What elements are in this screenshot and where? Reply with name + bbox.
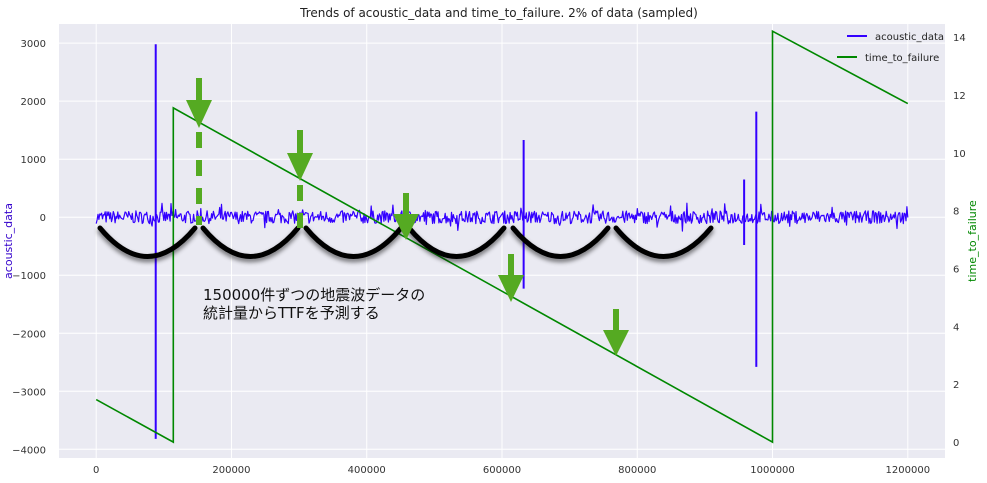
x-axis-ticks: 0 200000 400000 600000 800000 1000000 1200000 [93,465,930,476]
y-left-tick-label: 3000 [21,39,46,50]
chart-title: Trends of acoustic_data and time_to_fail… [299,6,698,20]
legend: acoustic_data time_to_failure [837,32,944,64]
y-right-tick-label: 2 [953,380,959,391]
y-left-tick-label: 0 [40,213,46,224]
y-left-tick-label: 2000 [21,97,46,108]
window-arcs [97,225,714,259]
annotation-line-2: 統計量からTTFを予測する [203,304,380,322]
window-arc-2 [303,225,404,259]
arrow-head-2 [393,214,419,240]
x-tick-label: 800000 [618,465,656,476]
window-arc-3 [406,225,507,259]
down-arrow-icon [603,309,629,356]
y-right-tick-label: 10 [953,149,966,160]
annotation-text: 150000件ずつの地震波データの 統計量からTTFを予測する [203,286,425,322]
window-arc-4 [510,225,611,259]
series-line-time_to_failure [95,29,909,444]
y-left-tick-label: 1000 [21,155,46,166]
down-arrow-icon [287,130,313,228]
down-arrow-icon [186,78,212,225]
legend-label-acoustic_data: acoustic_data [875,32,944,43]
y-left-axis-label: acoustic_data [2,203,15,279]
x-tick-label: 600000 [483,465,521,476]
x-tick-label: 200000 [212,465,250,476]
y-right-axis-ticks: 0 2 4 6 8 10 12 14 [953,33,966,449]
down-arrow-icon [498,254,524,302]
annotation-line-1: 150000件ずつの地震波データの [203,286,425,304]
x-tick-label: 1000000 [750,465,795,476]
y-left-tick-label: −4000 [12,445,46,456]
y-left-tick-label: −2000 [12,329,46,340]
y-right-tick-label: 14 [953,33,966,44]
down-arrow-icon [393,193,419,240]
y-right-tick-label: 0 [953,438,959,449]
y-right-axis-label: time_to_failure [966,200,979,282]
y-right-tick-label: 4 [953,322,959,333]
window-arc-0 [97,225,198,259]
y-right-tick-label: 8 [953,207,959,218]
y-left-tick-label: −1000 [12,271,46,282]
x-tick-label: 0 [93,465,99,476]
x-tick-label: 1200000 [886,465,931,476]
arrow-head-4 [603,330,629,356]
x-tick-label: 400000 [348,465,386,476]
window-arc-5 [613,225,714,259]
prediction-arrows [186,78,629,356]
arrow-head-1 [287,153,313,181]
y-right-tick-label: 12 [953,91,966,102]
y-right-tick-label: 6 [953,264,959,275]
arrow-head-0 [186,100,212,128]
y-left-tick-label: −3000 [12,387,46,398]
y-left-axis-ticks: −4000 −3000 −2000 −1000 0 1000 2000 3000 [12,39,46,456]
arrow-head-3 [498,275,524,302]
legend-label-time_to_failure: time_to_failure [865,53,939,64]
window-arc-1 [200,225,301,259]
acoustic-spikes [154,44,758,439]
